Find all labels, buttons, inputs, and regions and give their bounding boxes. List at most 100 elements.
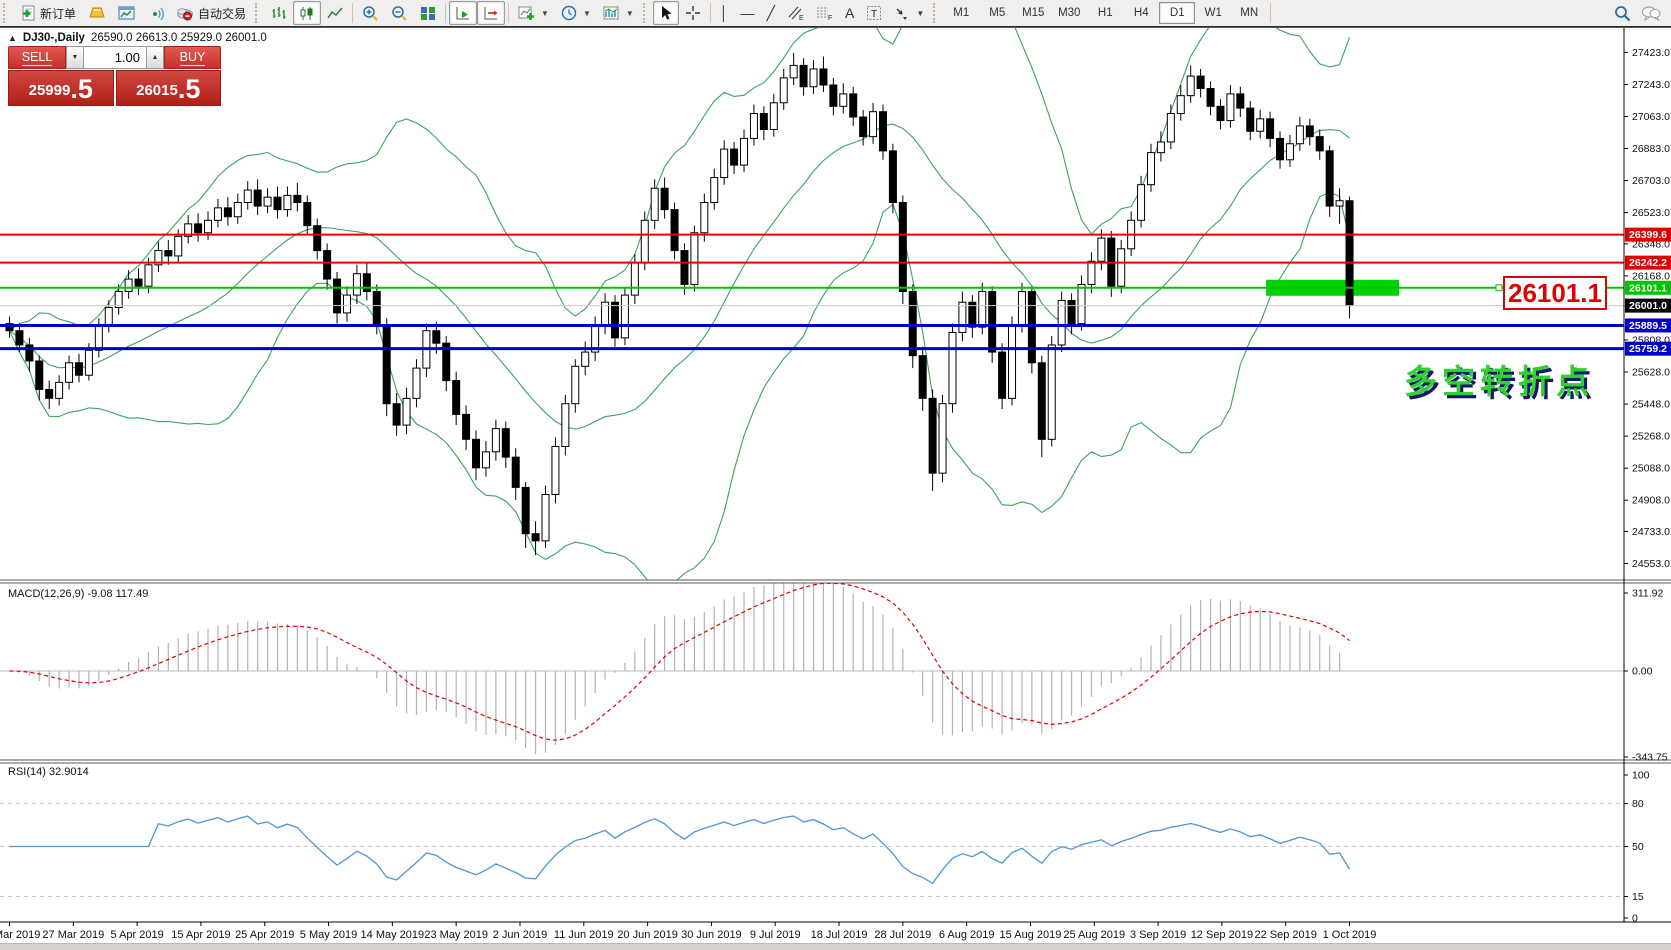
candle[interactable] bbox=[610, 295, 619, 347]
candle[interactable] bbox=[194, 213, 203, 242]
date-axis-label[interactable]: 5 Apr 2019 bbox=[111, 929, 164, 941]
timeframe-m30[interactable]: M30 bbox=[1058, 7, 1081, 19]
candle[interactable] bbox=[878, 104, 887, 160]
candle[interactable] bbox=[511, 448, 520, 500]
candle[interactable] bbox=[769, 93, 778, 137]
volume-input[interactable]: 1.00 bbox=[84, 46, 146, 69]
level-badge-25759.2[interactable]: 25759.2 bbox=[1629, 343, 1667, 355]
macd-pane[interactable] bbox=[0, 575, 1624, 755]
candle[interactable] bbox=[442, 336, 451, 392]
candle[interactable] bbox=[581, 341, 590, 376]
rsi-axis-tick[interactable]: 50 bbox=[1632, 841, 1644, 853]
candle[interactable] bbox=[1027, 286, 1036, 374]
candle[interactable] bbox=[670, 202, 679, 260]
level-badge-25889.5[interactable]: 25889.5 bbox=[1629, 320, 1667, 332]
candle[interactable] bbox=[710, 168, 719, 210]
candle[interactable] bbox=[1216, 99, 1225, 130]
date-axis-label[interactable]: 22 Sep 2019 bbox=[1255, 929, 1317, 941]
candle[interactable] bbox=[720, 140, 729, 185]
candle[interactable] bbox=[382, 318, 391, 417]
crosshair-button[interactable] bbox=[679, 1, 707, 25]
candle[interactable] bbox=[35, 355, 44, 401]
candle[interactable] bbox=[164, 239, 173, 265]
candle[interactable] bbox=[65, 355, 74, 390]
price-axis-tick[interactable]: 26883.0 bbox=[1632, 143, 1670, 155]
candle[interactable] bbox=[789, 52, 798, 85]
date-axis-label[interactable]: 5 May 2019 bbox=[300, 929, 357, 941]
candle[interactable] bbox=[1236, 86, 1245, 118]
zoom-in-button[interactable] bbox=[356, 1, 385, 25]
price-axis-tick[interactable]: 24553.0 bbox=[1632, 558, 1670, 570]
date-axis-label[interactable]: 15 Aug 2019 bbox=[1000, 929, 1062, 941]
signals-button[interactable] bbox=[142, 1, 170, 25]
candle[interactable] bbox=[869, 102, 878, 144]
candle[interactable] bbox=[253, 179, 262, 215]
price-axis-tick[interactable]: 25448.0 bbox=[1632, 399, 1670, 411]
timeframe-m5[interactable]: M5 bbox=[989, 7, 1006, 19]
candle[interactable] bbox=[640, 211, 649, 271]
candle[interactable] bbox=[541, 485, 550, 548]
price-axis-tick[interactable]: 25268.0 bbox=[1632, 431, 1670, 443]
candle[interactable] bbox=[740, 129, 749, 173]
candle[interactable] bbox=[1276, 131, 1285, 169]
rsi-pane[interactable] bbox=[0, 803, 1624, 898]
candle[interactable] bbox=[402, 387, 411, 434]
candle[interactable] bbox=[888, 143, 897, 214]
candle[interactable] bbox=[1246, 101, 1255, 141]
candle[interactable] bbox=[1176, 84, 1185, 121]
candle[interactable] bbox=[829, 77, 838, 116]
candle[interactable] bbox=[809, 60, 818, 94]
candle[interactable] bbox=[1047, 336, 1056, 447]
candle[interactable] bbox=[620, 287, 629, 345]
candle[interactable] bbox=[333, 271, 342, 324]
buy-price-button[interactable]: 26015.5 bbox=[115, 70, 221, 106]
candle[interactable] bbox=[1137, 175, 1146, 228]
timeframe-d1[interactable]: D1 bbox=[1159, 2, 1196, 24]
candle[interactable] bbox=[660, 177, 669, 219]
rsi-axis-tick[interactable]: 80 bbox=[1632, 798, 1644, 810]
candle[interactable] bbox=[918, 346, 927, 411]
candle[interactable] bbox=[1226, 84, 1235, 128]
candle[interactable] bbox=[799, 58, 808, 96]
candle[interactable] bbox=[1325, 145, 1334, 217]
date-axis-label[interactable]: 27 Mar 2019 bbox=[42, 929, 104, 941]
price-axis-tick[interactable]: 26168.0 bbox=[1632, 270, 1670, 282]
candle[interactable] bbox=[1037, 355, 1046, 458]
date-axis-label[interactable]: 15 Apr 2019 bbox=[171, 929, 230, 941]
candle[interactable] bbox=[5, 316, 14, 338]
bar-chart-button[interactable] bbox=[265, 1, 293, 25]
toolbar-grip[interactable] bbox=[3, 3, 10, 23]
candle[interactable] bbox=[481, 441, 490, 477]
line-chart-button[interactable] bbox=[321, 1, 349, 25]
macd-axis-tick[interactable]: 0.00 bbox=[1632, 665, 1653, 677]
price-axis-tick[interactable]: 27423.0 bbox=[1632, 47, 1670, 59]
candle[interactable] bbox=[114, 284, 123, 315]
candle[interactable] bbox=[283, 186, 292, 217]
candle[interactable] bbox=[1166, 104, 1175, 150]
price-axis-tick[interactable]: 27243.0 bbox=[1632, 79, 1670, 91]
date-axis-label[interactable]: 25 Apr 2019 bbox=[235, 929, 294, 941]
candle[interactable] bbox=[154, 241, 163, 272]
volume-down-button[interactable]: ▼ bbox=[66, 46, 84, 69]
candle[interactable] bbox=[948, 323, 957, 413]
candle[interactable] bbox=[491, 419, 500, 461]
candle[interactable] bbox=[551, 437, 560, 504]
candle[interactable] bbox=[1008, 316, 1017, 406]
timeframe-w1[interactable]: W1 bbox=[1204, 7, 1222, 19]
candle[interactable] bbox=[849, 86, 858, 126]
market-watch-button[interactable] bbox=[82, 1, 112, 25]
candle[interactable] bbox=[25, 337, 34, 372]
date-axis-label[interactable]: 30 Jun 2019 bbox=[681, 929, 742, 941]
candle[interactable] bbox=[452, 371, 461, 426]
candle[interactable] bbox=[1305, 118, 1314, 146]
date-axis-label[interactable]: 14 May 2019 bbox=[361, 929, 425, 941]
panel-collapse-icon[interactable]: ▲ bbox=[8, 33, 17, 43]
candle[interactable] bbox=[779, 68, 788, 110]
autotrading-button[interactable]: 自动交易 bbox=[170, 1, 252, 25]
volume-up-button[interactable]: ▲ bbox=[146, 46, 164, 69]
date-axis-label[interactable]: 23 May 2019 bbox=[424, 929, 488, 941]
candle[interactable] bbox=[362, 263, 371, 301]
candle[interactable] bbox=[342, 286, 351, 322]
candle[interactable] bbox=[1345, 196, 1354, 319]
candle[interactable] bbox=[243, 181, 252, 210]
